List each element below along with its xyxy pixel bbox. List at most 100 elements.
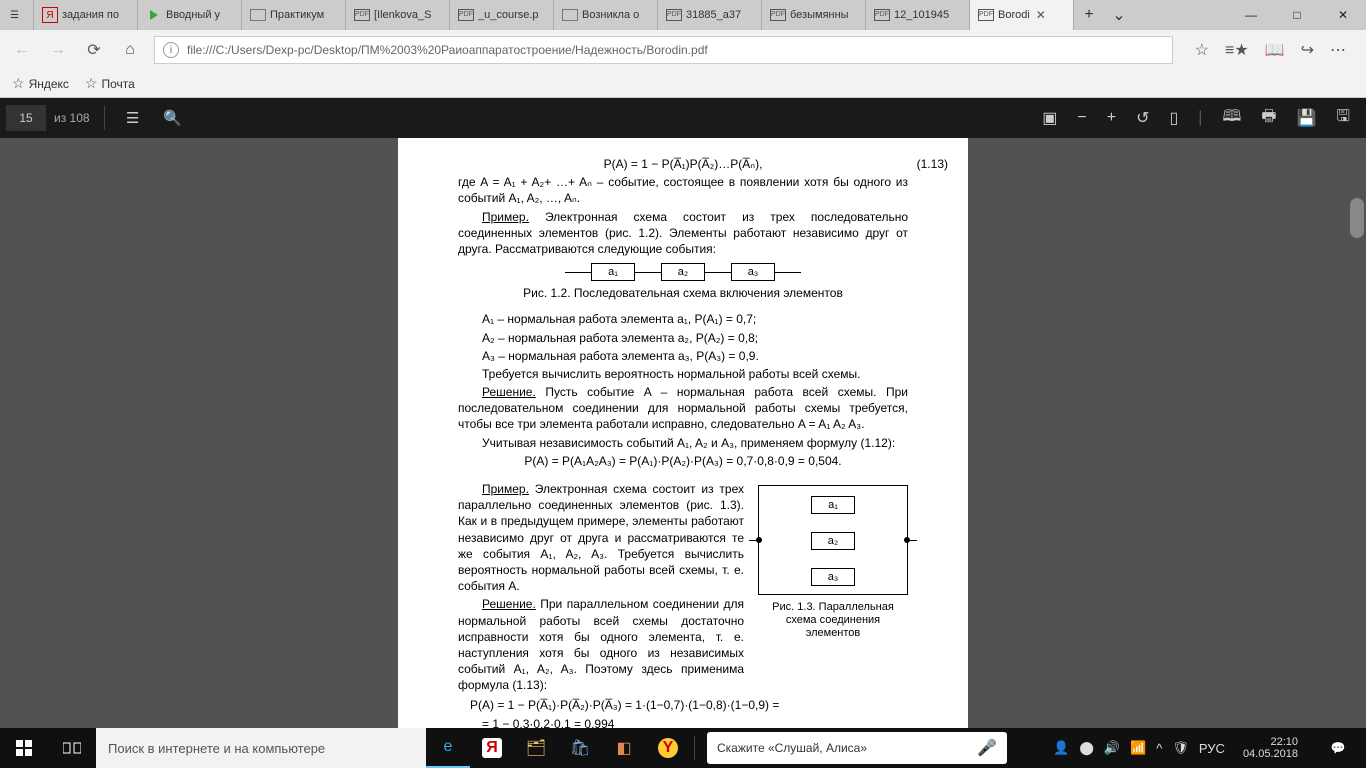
read-aloud-icon[interactable]: 🕮 [1222, 105, 1241, 132]
tab-10-active[interactable]: PDF Borodi ✕ [970, 0, 1074, 30]
zoom-in-icon[interactable]: + [1107, 109, 1116, 127]
favorite-mail[interactable]: ☆ Почта [85, 75, 135, 92]
event-a1: A₁ – нормальная работа элемента a₁, P(A₁… [458, 311, 908, 327]
security-icon[interactable]: 🛡 [1172, 740, 1189, 756]
notification-icon: 💬 [1331, 741, 1346, 755]
more-icon[interactable]: ⋯ [1330, 40, 1346, 60]
taskbar-search[interactable]: Поиск в интернете и на компьютере [96, 728, 426, 768]
tab-label: 31885_a37 [686, 9, 741, 21]
window-maximize-button[interactable]: □ [1274, 0, 1320, 30]
taskbar: Поиск в интернете и на компьютере e Я 🗂 … [0, 728, 1366, 768]
zoom-out-icon[interactable]: − [1077, 109, 1086, 127]
taskbar-separator [694, 736, 695, 760]
microphone-icon[interactable]: 🎤 [977, 738, 997, 758]
tab-3[interactable]: Практикум [242, 0, 346, 30]
url-text: file:///C:/Users/Dexp-pc/Desktop/ПМ%2003… [187, 43, 708, 57]
solution2-paragraph: Решение. При параллельном соединении для… [458, 596, 744, 693]
tab-9[interactable]: PDF 12_101945 [866, 0, 970, 30]
favorite-label: Яндекс [29, 77, 69, 91]
title-bar: ☰ Я задания по Вводный у Практикум PDF [… [0, 0, 1366, 30]
reading-list-icon[interactable]: ≡★ [1225, 40, 1249, 60]
need-line: Требуется вычислить вероятность нормальн… [458, 366, 908, 382]
window-minimize-button[interactable]: — [1228, 0, 1274, 30]
print-icon[interactable]: 🖶 [1261, 105, 1276, 132]
tab-4[interactable]: PDF [Ilenkova_S [346, 0, 450, 30]
start-button[interactable] [0, 728, 48, 768]
series-box-a3: a₃ [731, 263, 775, 281]
tab-8[interactable]: PDF безымянны [762, 0, 866, 30]
taskbar-clock[interactable]: 22:10 04.05.2018 [1235, 736, 1306, 760]
close-tab-icon[interactable]: ✕ [1036, 8, 1046, 22]
pdf-viewport[interactable]: P(A) = 1 − P(A̅₁)P(A̅₂)…P(A̅ₙ), (1.13) г… [0, 138, 1366, 728]
tab-label: _u_course.р [478, 9, 539, 21]
equation-1-13: P(A) = 1 − P(A̅₁)P(A̅₂)…P(A̅ₙ), (1.13) [458, 156, 908, 172]
contents-icon[interactable]: ☰ [119, 109, 147, 127]
save-icon[interactable]: 💾 [1296, 108, 1316, 128]
home-button[interactable]: ⌂ [118, 38, 142, 62]
taskbar-pins: e Я 🗂 🛍 ◧ Y [426, 728, 690, 768]
action-center-button[interactable]: 💬 [1316, 741, 1360, 755]
tray-app-icon[interactable]: ⬤ [1079, 740, 1094, 756]
reading-mode-icon[interactable]: 📖 [1265, 40, 1285, 60]
language-indicator[interactable]: РУС [1199, 741, 1225, 756]
share-icon[interactable]: ↪ [1301, 40, 1314, 60]
system-tray: 👤 ⬤ 🔊 📶 ^ 🛡 РУС 22:10 04.05.2018 💬 [1047, 736, 1366, 760]
parallel-box-a2: a₂ [811, 532, 855, 550]
page-number-input[interactable]: 15 [6, 105, 46, 131]
pin-yandex[interactable]: Я [470, 728, 514, 768]
calc2a: P(A) = 1 − P(A̅₁)·P(A̅₂)·P(A̅₃) = 1·(1−0… [458, 697, 908, 713]
favorite-yandex[interactable]: ☆ Яндекс [12, 75, 69, 92]
layout-icon[interactable]: ▯ [1169, 108, 1178, 128]
rotate-icon[interactable]: ↺ [1136, 108, 1149, 128]
forward-button[interactable]: → [46, 38, 70, 62]
solution1-paragraph: Решение. Пусть событие A – нормальная ра… [458, 384, 908, 433]
fit-page-icon[interactable]: ▣ [1042, 108, 1057, 128]
favorite-label: Почта [101, 77, 134, 91]
tab-overflow-button[interactable]: ⌄ [1104, 0, 1134, 30]
fig12-caption: Рис. 1.2. Последовательная схема включен… [458, 285, 908, 301]
window-close-button[interactable]: ✕ [1320, 0, 1366, 30]
network-icon[interactable]: 📶 [1130, 740, 1146, 756]
site-info-icon[interactable]: i [163, 42, 179, 58]
pdf-icon: PDF [770, 7, 786, 23]
taskview-icon [63, 741, 81, 755]
back-button[interactable]: ← [10, 38, 34, 62]
tab-7[interactable]: PDF 31885_a37 [658, 0, 762, 30]
alice-search-bar[interactable]: Скажите «Слушай, Алиса» 🎤 [707, 732, 1007, 764]
search-icon[interactable]: 🔍 [159, 109, 187, 127]
pin-explorer[interactable]: 🗂 [514, 728, 558, 768]
refresh-button[interactable]: ⟳ [82, 38, 106, 62]
star-icon: ☆ [12, 75, 25, 92]
pdf-icon: PDF [354, 7, 370, 23]
pin-office[interactable]: ◧ [602, 728, 646, 768]
pin-ybrowser[interactable]: Y [646, 728, 690, 768]
tab-6[interactable]: Возникла о [554, 0, 658, 30]
pdf-toolbar: 15 из 108 ☰ 🔍 ▣ − + ↺ ▯ | 🕮 🖶 💾 🖫 [0, 98, 1366, 138]
tab-2[interactable]: Вводный у [138, 0, 242, 30]
tab-label: безымянны [790, 9, 849, 21]
tab-label: задания по [62, 9, 119, 21]
saveas-icon[interactable]: 🖫 [1336, 105, 1350, 132]
navigation-bar: ← → ⟳ ⌂ i file:///C:/Users/Dexp-pc/Deskt… [0, 30, 1366, 70]
new-tab-button[interactable]: + [1074, 0, 1104, 30]
tab-sessions[interactable]: ☰ [0, 0, 34, 30]
example1-paragraph: Пример. Электронная схема состоит из тре… [458, 209, 908, 258]
chevron-up-icon[interactable]: ^ [1156, 741, 1162, 756]
pin-edge[interactable]: e [426, 728, 470, 768]
tab-label: 12_101945 [894, 9, 949, 21]
volume-icon[interactable]: 🔊 [1104, 740, 1120, 756]
alice-placeholder: Скажите «Слушай, Алиса» [717, 741, 867, 755]
page-icon [562, 7, 578, 23]
people-icon[interactable]: 👤 [1053, 740, 1069, 756]
event-a2: A₂ – нормальная работа элемента a₂, P(A₂… [458, 330, 908, 346]
pin-store[interactable]: 🛍 [558, 728, 602, 768]
calc2b: = 1 − 0,3·0,2·0,1 = 0,994 [458, 716, 908, 728]
page-total-label: из 108 [54, 111, 90, 125]
tab-1[interactable]: Я задания по [34, 0, 138, 30]
favorite-star-icon[interactable]: ☆ [1195, 40, 1209, 60]
scrollbar-thumb[interactable] [1350, 198, 1364, 238]
clock-date: 04.05.2018 [1243, 748, 1298, 760]
tab-5[interactable]: PDF _u_course.р [450, 0, 554, 30]
task-view-button[interactable] [48, 741, 96, 755]
address-bar[interactable]: i file:///C:/Users/Dexp-pc/Desktop/ПМ%20… [154, 36, 1173, 64]
